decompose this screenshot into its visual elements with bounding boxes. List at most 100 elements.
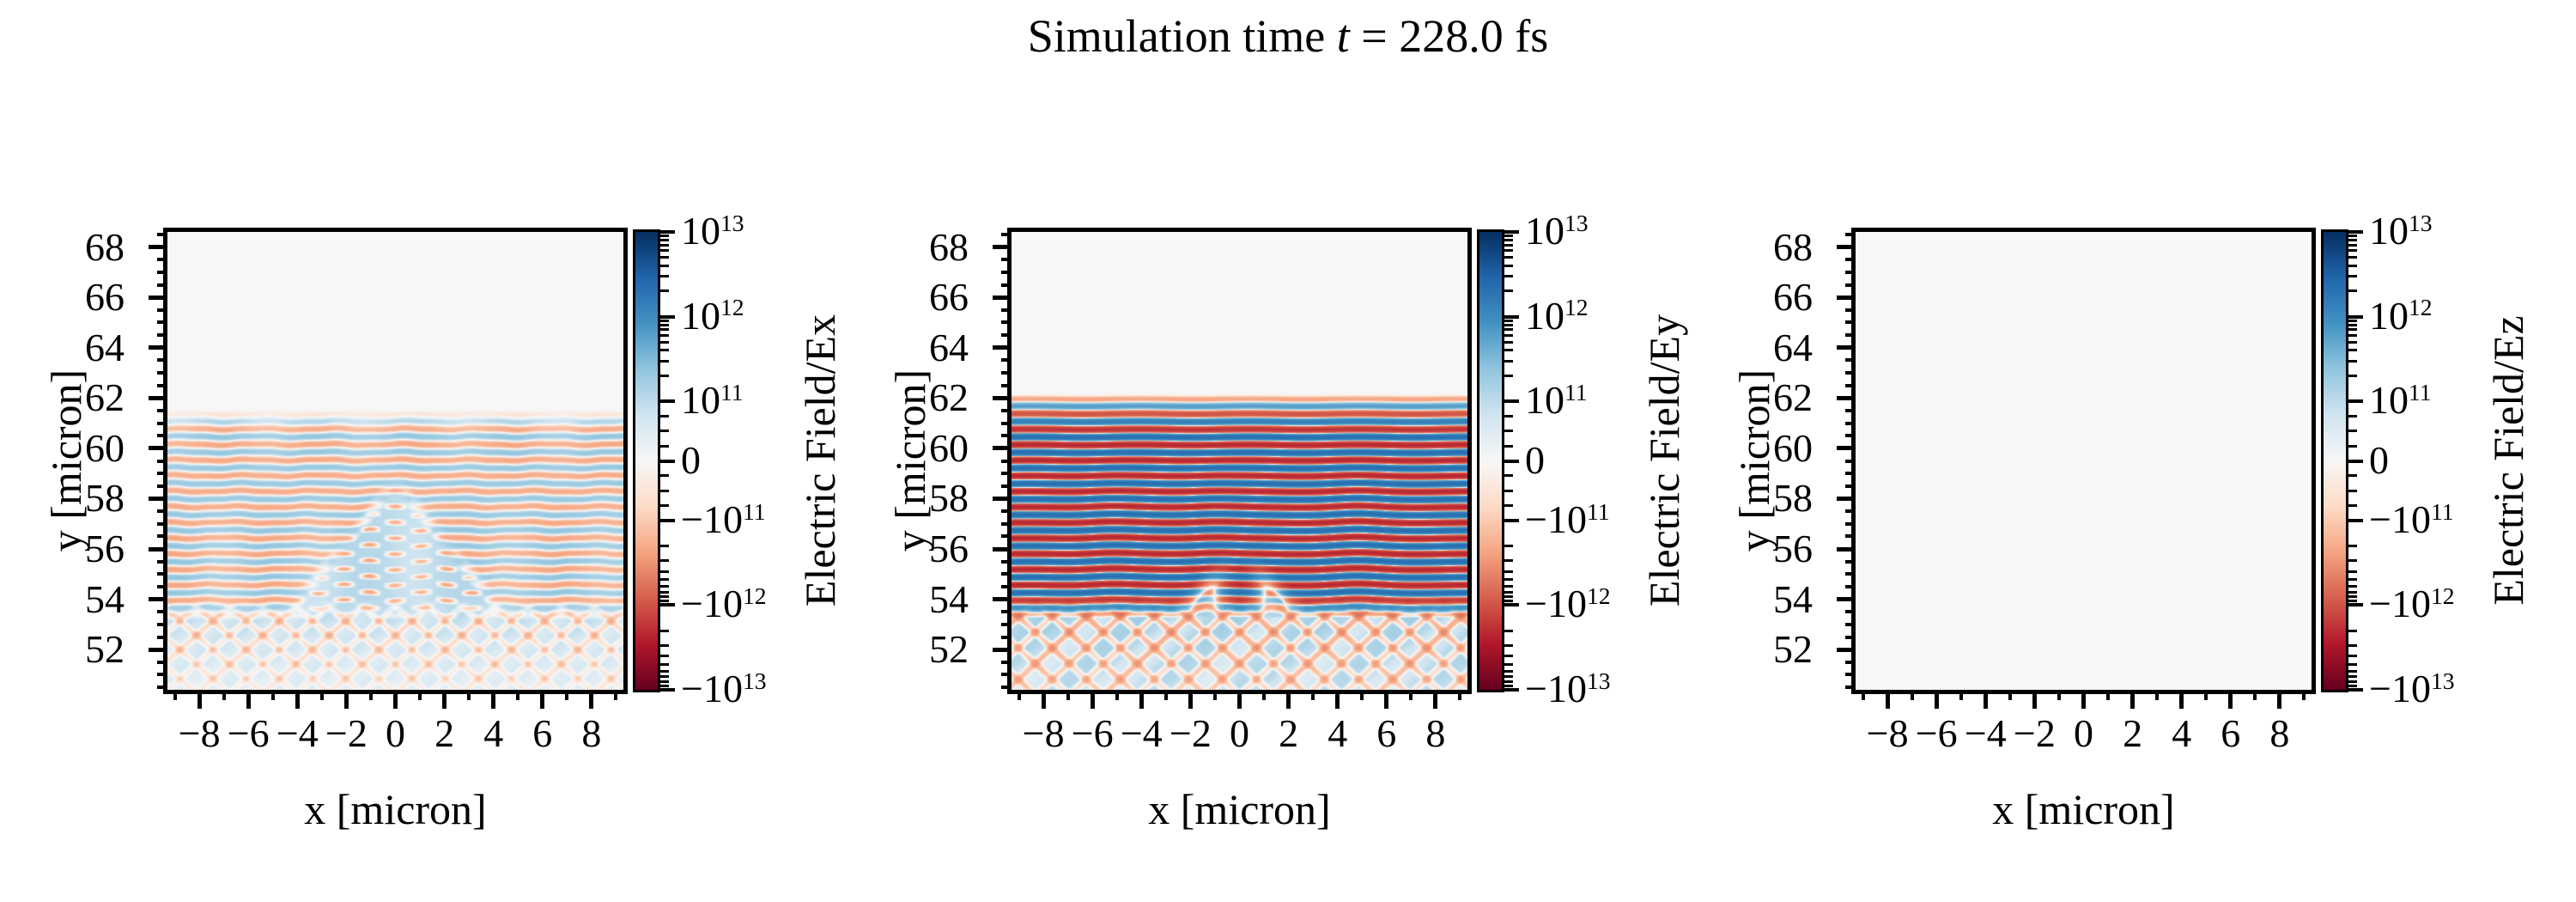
x-axis-minor-tick [565,690,569,700]
y-axis-minor-tick [1845,358,1856,363]
x-axis-major-tick [197,690,202,709]
colorbar-tick-label: 0 [2369,437,2389,482]
y-tick-label: 66 [1773,275,1813,320]
x-axis-major-tick [2032,690,2037,709]
y-axis-minor-tick [157,232,167,236]
y-axis-major-tick [993,345,1012,350]
colorbar-minor-tick [2346,289,2357,293]
y-axis-minor-tick [1001,534,1012,539]
colorbar-tick-label: −1013 [681,667,767,710]
colorbar-tick-label: −1012 [1525,582,1611,626]
y-axis-minor-tick [157,459,167,463]
colorbar-minor-tick [2346,489,2357,492]
y-axis-minor-tick [1001,686,1012,690]
colorbar-minor-tick [658,328,669,332]
y-tick-label: 68 [85,224,125,269]
x-axis-minor-tick [2253,690,2257,700]
colorbar-minor-tick [2346,323,2357,326]
colorbar-minor-tick [1502,684,1513,687]
y-axis-minor-tick [157,408,167,412]
y-axis-major-tick [149,496,167,501]
x-axis-major-tick [2228,690,2233,709]
x-axis-minor-tick [319,690,324,700]
title-prefix: Simulation time [1027,10,1337,62]
x-tick-label: −6 [227,711,270,755]
colorbar-major-tick [2346,230,2363,234]
colorbar-minor-tick [2346,503,2357,507]
colorbar-major-tick [658,230,675,234]
y-axis-major-tick [149,597,167,602]
x-axis-minor-tick [1066,690,1070,700]
y-axis-minor-tick [157,472,167,476]
colorbar-major-tick [1502,230,1519,234]
colorbar-minor-tick [658,595,669,599]
y-axis-major-tick [993,395,1012,400]
x-axis-major-tick [393,690,398,709]
x-axis-minor-tick [1458,690,1462,700]
colorbar-minor-tick [2346,333,2357,337]
y-axis-minor-tick [1001,358,1012,363]
colorbar-minor-tick [658,489,669,492]
colorbar-tick-label: 1011 [1525,378,1588,423]
y-axis-minor-tick [1001,635,1012,639]
y-axis-minor-tick [157,320,167,325]
x-tick-label: 6 [1376,711,1397,755]
x-tick-label: 6 [532,711,553,755]
colorbar-minor-tick [1502,430,1513,433]
colorbar-minor-tick [1502,340,1513,344]
y-axis-minor-tick [1845,622,1856,626]
heatmap-ez [1856,232,2312,690]
x-tick-label: 8 [2269,711,2290,755]
colorbar-major-tick [2346,459,2363,463]
colorbar-minor-tick [2346,249,2357,253]
colorbar-minor-tick [1502,289,1513,293]
colorbar-minor-tick [1502,595,1513,599]
colorbar-minor-tick [2346,675,2357,679]
x-axis-minor-tick [1212,690,1217,700]
colorbar-minor-tick [658,289,669,293]
colorbar-minor-tick [1502,243,1513,247]
x-axis-minor-tick [467,690,471,700]
colorbar-tick-label: −1012 [681,582,767,626]
y-tick-label: 66 [929,275,969,320]
y-axis-minor-tick [1845,421,1856,425]
colorbar-minor-tick [1502,328,1513,332]
y-axis-minor-tick [157,371,167,375]
y-axis-minor-tick [157,610,167,614]
y-tick-label: 54 [85,576,125,621]
x-axis-major-tick [442,690,447,709]
x-axis-minor-tick [1262,690,1267,700]
colorbar-minor-tick [1502,323,1513,326]
x-axis-major-tick [2130,690,2136,709]
plot-area-ex [149,228,628,709]
y-tick-label: 54 [929,576,969,621]
colorbar-minor-tick [658,629,669,632]
plot-area-ez [1837,228,2316,709]
title-math-var: t [1336,10,1350,62]
x-axis-major-tick [1188,690,1193,709]
colorbar-minor-tick [658,675,669,679]
x-tick-label: −4 [1964,711,2007,755]
colorbar-minor-tick [658,349,669,352]
x-axis-minor-tick [1409,690,1413,700]
colorbar-minor-tick [1502,585,1513,588]
y-tick-label: 54 [1773,576,1813,621]
y-axis-major-tick [1837,496,1856,501]
colorbar-minor-tick [2346,243,2357,247]
colorbar-major-tick [2346,603,2363,607]
y-axis-minor-tick [1845,559,1856,564]
x-axis-minor-tick [1360,690,1364,700]
y-axis-minor-tick [1001,320,1012,325]
colorbar-minor-tick [658,319,669,322]
x-tick-label: −2 [2013,711,2056,755]
colorbar-minor-tick [658,430,669,433]
colorbar-major-tick [2346,399,2363,404]
y-axis-minor-tick [1845,283,1856,287]
y-tick-label: 52 [1773,627,1813,672]
colorbar-minor-tick [2346,264,2357,267]
y-tick-label: 52 [929,627,969,672]
colorbar-major-tick [1502,688,1519,692]
y-axis-minor-tick [1001,559,1012,564]
x-axis-major-tick [1934,690,1939,709]
y-axis-minor-tick [1001,232,1012,236]
